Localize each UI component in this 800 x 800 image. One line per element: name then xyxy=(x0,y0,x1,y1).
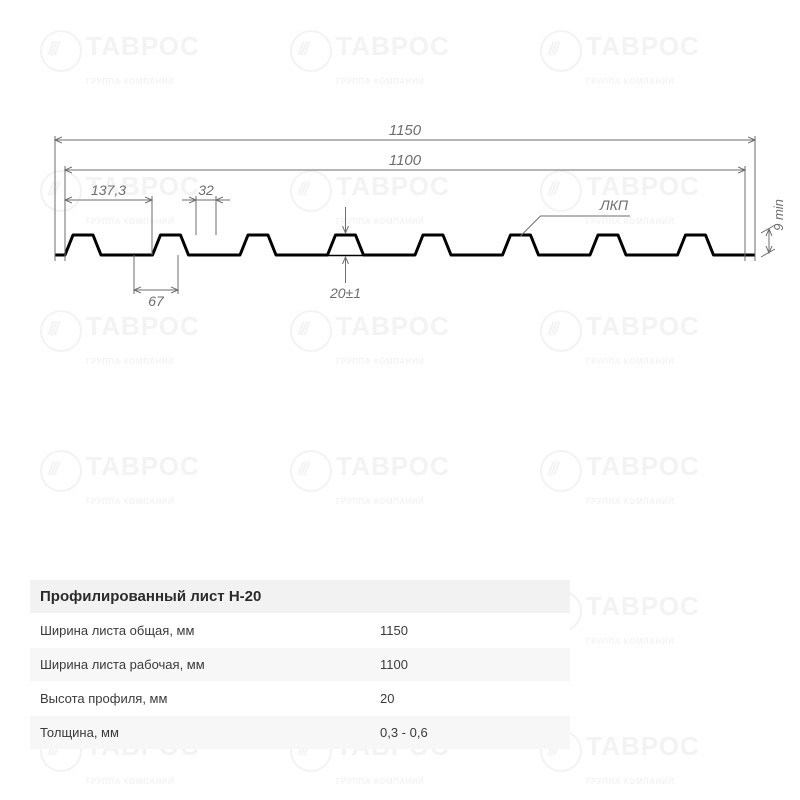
dim-label: 1150 xyxy=(389,122,422,139)
svg-text:137,3: 137,3 xyxy=(91,182,126,198)
table-row: Толщина, мм0,3 - 0,6 xyxy=(30,715,570,749)
spec-label: Высота профиля, мм xyxy=(40,691,380,706)
table-row: Высота профиля, мм20 xyxy=(30,681,570,715)
svg-text:67: 67 xyxy=(148,293,165,309)
spec-label: Ширина листа общая, мм xyxy=(40,623,380,638)
table-row: Ширина листа общая, мм1150 xyxy=(30,613,570,647)
spec-value: 20 xyxy=(380,691,560,706)
table-title: Профилированный лист Н-20 xyxy=(30,580,570,613)
spec-table: Профилированный лист Н-20 Ширина листа о… xyxy=(30,580,570,749)
svg-text:20±1: 20±1 xyxy=(329,285,361,301)
svg-text:ЛКП: ЛКП xyxy=(599,197,629,213)
dim-label: 1100 xyxy=(389,152,422,169)
svg-text:32: 32 xyxy=(198,182,214,198)
spec-label: Толщина, мм xyxy=(40,725,380,740)
svg-text:9 min: 9 min xyxy=(771,199,786,231)
diagram-svg: 1150 1100 137,3 32 67 20±1 ЛКП 9 min xyxy=(0,0,800,560)
spec-value: 0,3 - 0,6 xyxy=(380,725,560,740)
spec-rows: Ширина листа общая, мм1150Ширина листа р… xyxy=(30,613,570,749)
spec-label: Ширина листа рабочая, мм xyxy=(40,657,380,672)
table-row: Ширина листа рабочая, мм1100 xyxy=(30,647,570,681)
spec-value: 1150 xyxy=(380,623,560,638)
spec-value: 1100 xyxy=(380,657,560,672)
profile-diagram: 1150 1100 137,3 32 67 20±1 ЛКП 9 min xyxy=(0,0,800,560)
profile-path xyxy=(55,235,755,255)
